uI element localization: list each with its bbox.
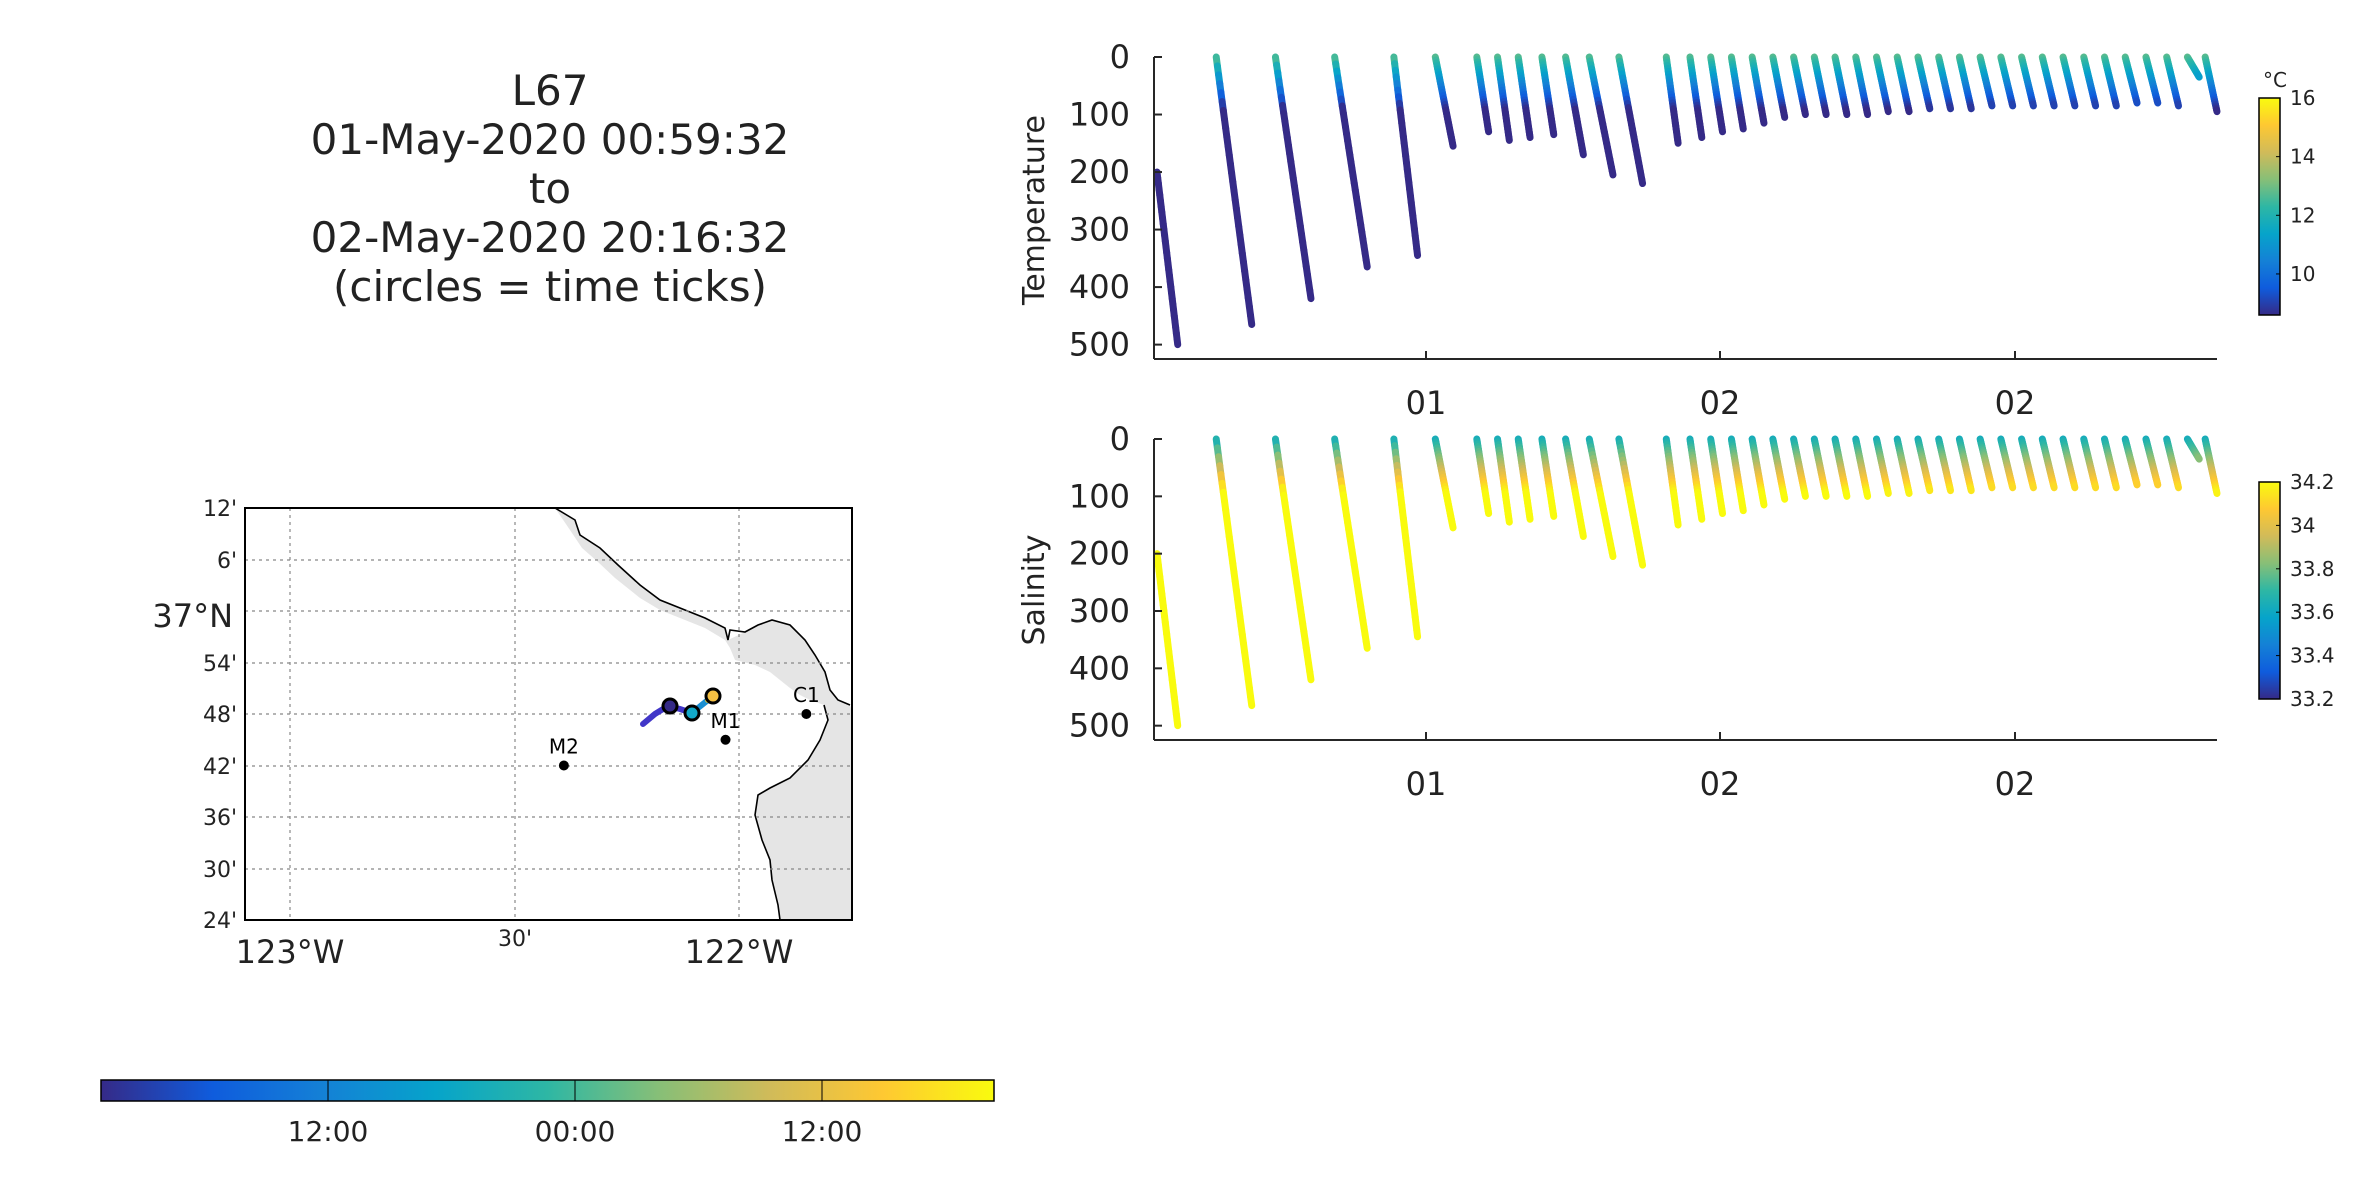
time-tick-circle-2 — [683, 704, 701, 722]
x-tick-label: 02 — [1995, 384, 2036, 422]
time-tick-circle-1 — [661, 697, 679, 715]
station-label-m2: M2 — [549, 735, 579, 759]
lon-label-123w: 123°W — [236, 933, 345, 971]
title-line-3: to — [528, 164, 572, 213]
y-tick-label: 100 — [1069, 96, 1130, 134]
colorbar-tick-label: 12 — [2290, 203, 2315, 227]
title-line-5: (circles = time ticks) — [333, 262, 767, 311]
colorbar-tick-label: 33.4 — [2290, 644, 2335, 668]
temperature-colorbar-unit: °C — [2263, 68, 2287, 92]
x-tick-label: 01 — [1406, 384, 1447, 422]
colorbar-tick-label: 33.6 — [2290, 600, 2335, 624]
x-tick-label: 02 — [1700, 384, 1741, 422]
time-tick-label-1: 12:00 — [288, 1115, 369, 1148]
y-tick-label: 300 — [1069, 211, 1130, 249]
map-frame — [244, 507, 853, 921]
profile-cast-11-segment — [1579, 148, 1587, 159]
x-tick-label: 02 — [1700, 765, 1741, 803]
profile-cast-6-segment — [1448, 139, 1457, 150]
station-marker-m2 — [558, 760, 569, 771]
colorbar-tick-label: 14 — [2290, 145, 2315, 169]
x-tick-label: 02 — [1995, 765, 2036, 803]
y-tick-label: 0 — [1110, 420, 1130, 458]
salinity-colorbar — [2258, 481, 2281, 700]
y-tick-label: 200 — [1069, 535, 1130, 573]
glider-track — [640, 687, 722, 727]
time-tick-circle-3 — [704, 687, 722, 705]
temperature-colorbar — [2258, 97, 2281, 316]
salinity-panel: 0 100 200 300 400 500 01 02 02 Salinity 33.2 33.… — [1017, 420, 2335, 803]
profile-cast-4-segment — [1362, 256, 1371, 271]
time-tick-label-2: 00:00 — [535, 1115, 616, 1148]
profile-cast-13-segment — [1638, 175, 1647, 188]
profile-cast-13-segment — [1638, 557, 1647, 569]
temperature-panel: 0 100 200 300 400 500 01 02 02 Temperature °C 1… — [1017, 38, 2315, 422]
time-tick-label-3: 12:00 — [782, 1115, 863, 1148]
profile-cast-3-segment — [1306, 668, 1315, 684]
lon-label-122w: 122°W — [685, 933, 794, 971]
lat-label-37n: 37°N — [152, 597, 233, 635]
profile-cast-2-segment — [1247, 312, 1256, 328]
y-tick-label: 0 — [1110, 38, 1130, 76]
profile-cast-12-segment — [1608, 549, 1617, 561]
profile-cast-4-segment — [1362, 637, 1371, 652]
lon-label-30: 30' — [498, 927, 532, 952]
lat-label-36: 36' — [203, 806, 237, 831]
y-tick-label: 500 — [1069, 707, 1130, 745]
profile-cast-11-segment — [1579, 529, 1587, 540]
y-tick-label: 100 — [1069, 477, 1130, 515]
time-colorbar: 12:00 00:00 12:00 — [100, 1079, 995, 1148]
map-gridlines — [245, 508, 852, 920]
colorbar-tick-label: 34 — [2290, 513, 2315, 537]
x-tick-label: 01 — [1406, 765, 1447, 803]
profile-cast-1-segment — [1173, 335, 1182, 349]
y-tick-label: 300 — [1069, 592, 1130, 630]
lat-label-42: 42' — [203, 755, 237, 780]
profile-cast-1-segment — [1173, 716, 1182, 730]
colorbar-tick-label: 10 — [2290, 262, 2315, 286]
colorbar-tick-label: 34.2 — [2290, 470, 2335, 494]
colorbar-tick-label: 16 — [2290, 86, 2315, 110]
lat-label-54: 54' — [203, 652, 237, 677]
title-line-4: 02-May-2020 20:16:32 — [310, 213, 790, 262]
title-line-2: 01-May-2020 00:59:32 — [310, 115, 790, 164]
lat-label-48: 48' — [203, 703, 237, 728]
title-line-1: L67 — [511, 66, 589, 115]
y-tick-label: 400 — [1069, 649, 1130, 687]
y-tick-label: 400 — [1069, 268, 1130, 306]
y-tick-label: 500 — [1069, 326, 1130, 364]
salinity-y-label: Salinity — [1017, 535, 1052, 646]
station-marker-c1 — [801, 709, 812, 719]
profile-cast-2-segment — [1247, 693, 1256, 710]
figure-title: L67 01-May-2020 00:59:32 to 02-May-2020 … — [300, 66, 800, 311]
map-panel: 12' 6' 37°N 54' 48' 42' 36' 30' 24' 123°… — [152, 497, 853, 971]
profile-cast-12-segment — [1608, 167, 1617, 179]
temperature-y-label: Temperature — [1017, 115, 1052, 306]
y-tick-label: 200 — [1069, 153, 1130, 191]
station-label-c1: C1 — [793, 683, 820, 707]
profile-cast-6-segment — [1448, 521, 1457, 532]
lat-label-6: 6' — [217, 549, 237, 574]
lat-label-12: 12' — [203, 497, 237, 522]
station-marker-m1 — [720, 734, 731, 745]
station-label-m1: M1 — [711, 709, 741, 733]
profile-cast-5-segment — [1413, 245, 1422, 259]
profile-cast-5-segment — [1413, 626, 1422, 641]
profile-cast-3-segment — [1306, 287, 1315, 303]
colorbar-tick-label: 33.8 — [2290, 557, 2335, 581]
lat-label-24: 24' — [203, 909, 237, 934]
colorbar-tick-label: 33.2 — [2290, 687, 2335, 711]
lat-label-30: 30' — [203, 858, 237, 883]
